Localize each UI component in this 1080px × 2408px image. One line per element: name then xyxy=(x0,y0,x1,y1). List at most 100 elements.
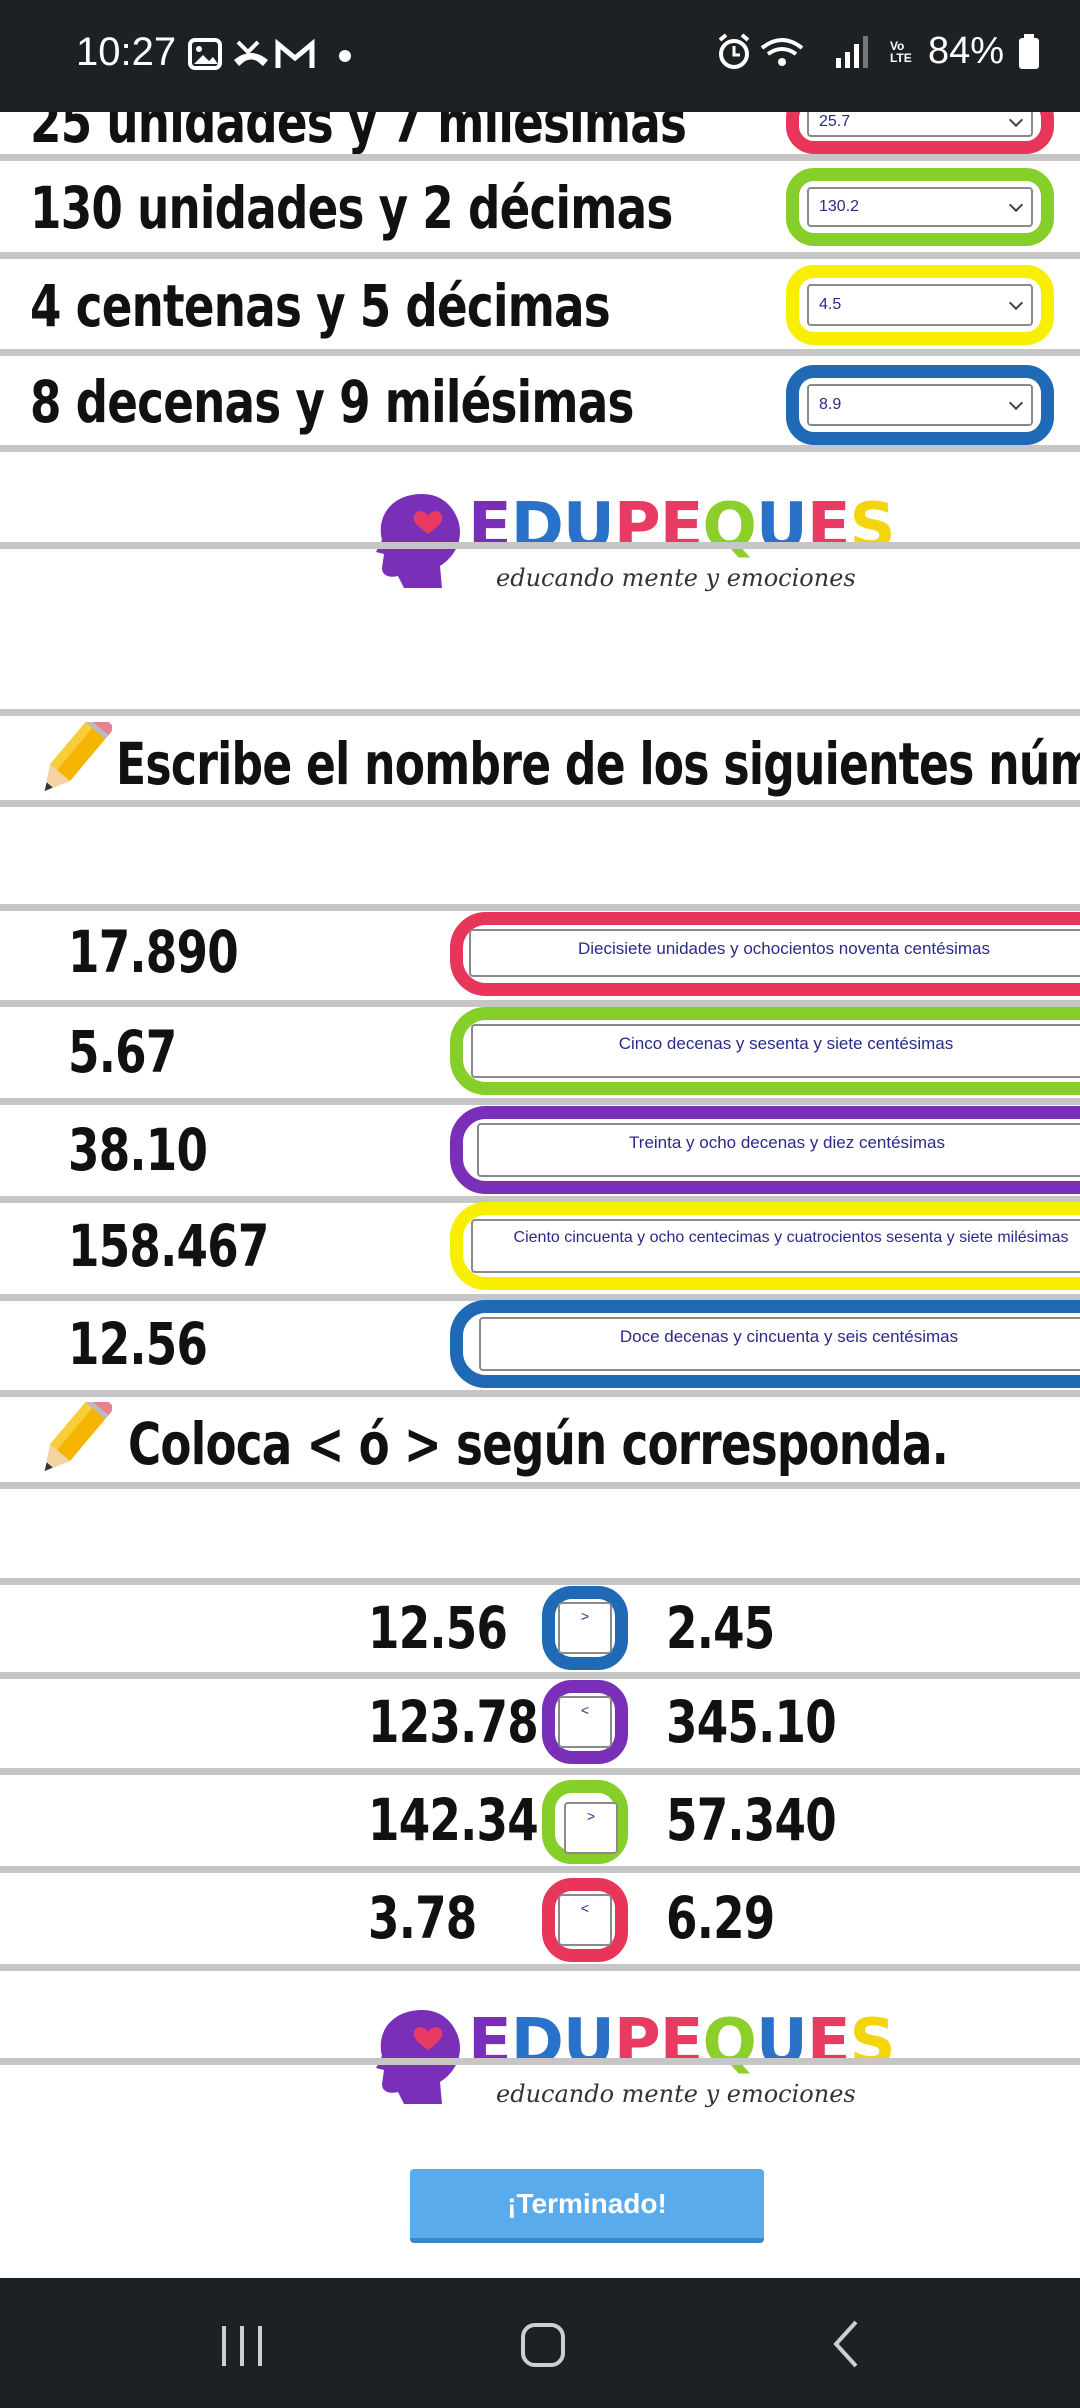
row-divider xyxy=(0,904,1080,911)
logo-letter: Q xyxy=(702,2006,756,2080)
recent-apps-icon[interactable] xyxy=(218,2320,266,2370)
gmail-icon xyxy=(275,38,315,68)
answer-select[interactable]: 130.2 xyxy=(807,187,1033,227)
row-divider xyxy=(0,252,1080,259)
status-time: 10:27 xyxy=(76,30,177,74)
answer-select[interactable]: 4.5 xyxy=(807,284,1033,326)
number-label: 17.890 xyxy=(68,918,239,986)
compare-select[interactable]: > xyxy=(564,1802,618,1854)
logo-letter: U xyxy=(755,2006,808,2080)
description-text: 4 centenas y 5 décimas xyxy=(30,272,611,340)
logo-letter: S xyxy=(849,490,896,564)
compare-frame-3: > xyxy=(542,1780,628,1864)
select-frame-2: 130.2 xyxy=(786,168,1054,246)
edupeques-logo: EDUPEQUES educando mente y emociones xyxy=(372,2006,896,2126)
answer-frame-2: Cinco decenas y sesenta y siete centésim… xyxy=(450,1007,1080,1095)
done-button[interactable]: ¡Terminado! xyxy=(410,2169,764,2243)
row-divider xyxy=(0,1768,1080,1775)
answer-frame-4: Ciento cincuenta y ocho centecimas y cua… xyxy=(450,1202,1080,1290)
row-divider xyxy=(0,709,1080,716)
row-divider xyxy=(0,445,1080,452)
answer-select[interactable]: 8.9 xyxy=(807,384,1033,426)
answer-input[interactable]: Cinco decenas y sesenta y siete centésim… xyxy=(471,1024,1080,1078)
logo-letter: P xyxy=(613,490,661,564)
number-label: 158.467 xyxy=(68,1212,269,1280)
row-divider xyxy=(0,1964,1080,1971)
compare-left: 3.78 xyxy=(368,1884,477,1952)
chevron-down-icon xyxy=(1008,112,1024,128)
row-divider xyxy=(0,1294,1080,1301)
row-divider xyxy=(0,1578,1080,1585)
number-label: 12.56 xyxy=(68,1310,208,1378)
logo-letter: U xyxy=(755,490,808,564)
compare-right: 2.45 xyxy=(666,1594,775,1662)
head-heart-icon xyxy=(376,494,460,588)
chevron-down-icon xyxy=(1008,295,1024,311)
compare-right: 57.340 xyxy=(666,1786,837,1854)
answer-select[interactable]: 25.7 xyxy=(807,112,1033,137)
answer-input[interactable]: Doce decenas y cincuenta y seis centésim… xyxy=(479,1317,1080,1371)
row-divider xyxy=(0,1482,1080,1489)
row-divider xyxy=(0,542,1080,549)
answer-input[interactable]: Diecisiete unidades y ochocientos novent… xyxy=(469,929,1080,977)
compare-select[interactable]: < xyxy=(558,1696,612,1748)
battery-icon xyxy=(1019,33,1039,69)
answer-input[interactable]: Treinta y ocho decenas y diez centésimas xyxy=(477,1123,1080,1177)
logo-letter: E xyxy=(806,2006,851,2080)
navigation-bar xyxy=(0,2278,1080,2408)
description-text: 130 unidades y 2 décimas xyxy=(30,174,673,242)
back-icon[interactable] xyxy=(826,2316,866,2372)
logo-letter: E xyxy=(659,490,704,564)
compare-frame-2: < xyxy=(542,1680,628,1764)
number-label: 5.67 xyxy=(68,1018,177,1086)
description-text: 8 decenas y 9 milésimas xyxy=(30,368,634,436)
answer-frame-1: Diecisiete unidades y ochocientos novent… xyxy=(450,912,1080,996)
status-right-icons: Vo LTE 84% xyxy=(716,30,1040,73)
select-frame-3: 4.5 xyxy=(786,265,1054,345)
battery-percent: 84% xyxy=(927,30,1004,72)
answer-frame-3: Treinta y ocho decenas y diez centésimas xyxy=(450,1106,1080,1194)
logo-wordmark: EDUPEQUES xyxy=(468,2006,896,2080)
home-icon[interactable] xyxy=(518,2320,568,2370)
notification-icons xyxy=(188,36,358,81)
number-label: 38.10 xyxy=(68,1116,208,1184)
row-divider xyxy=(0,1672,1080,1679)
logo-letter: U xyxy=(562,2006,615,2080)
logo-letter: D xyxy=(510,2006,564,2080)
logo-wordmark: EDUPEQUES xyxy=(468,490,896,564)
compare-frame-4: < xyxy=(542,1878,628,1962)
select-frame-1: 25.7 xyxy=(786,112,1054,154)
description-text: 25 unidades y 7 milésimas xyxy=(30,112,687,156)
row-divider xyxy=(0,2058,1080,2065)
edupeques-logo: EDUPEQUES educando mente y emociones xyxy=(372,490,896,610)
row-divider xyxy=(0,800,1080,807)
logo-tagline: educando mente y emociones xyxy=(496,2080,856,2108)
logo-letter: E xyxy=(468,490,512,564)
logo-tagline: educando mente y emociones xyxy=(496,564,856,592)
worksheet-page[interactable]: 25 unidades y 7 milésimas 25.7 130 unida… xyxy=(0,112,1080,2278)
select-frame-4: 8.9 xyxy=(786,365,1054,445)
answer-input[interactable]: Ciento cincuenta y ocho centecimas y cua… xyxy=(471,1219,1080,1273)
compare-select[interactable]: < xyxy=(558,1894,612,1946)
compare-right: 345.10 xyxy=(666,1688,837,1756)
compare-left: 123.78 xyxy=(368,1688,539,1756)
row-divider xyxy=(0,1000,1080,1007)
section-heading: Coloca < ó > según corresponda. xyxy=(128,1410,949,1478)
compare-select[interactable]: > xyxy=(558,1602,612,1654)
pencil-icon xyxy=(44,1402,112,1472)
signal-icon xyxy=(835,35,868,68)
wifi-icon xyxy=(760,37,804,66)
network-label: Vo LTE xyxy=(889,38,912,65)
chevron-down-icon xyxy=(1008,395,1024,411)
pencil-icon xyxy=(44,722,112,792)
chevron-down-icon xyxy=(1008,197,1024,213)
logo-letter: E xyxy=(468,2006,512,2080)
row-divider xyxy=(0,1196,1080,1203)
logo-letter: P xyxy=(613,2006,661,2080)
row-divider xyxy=(0,1866,1080,1873)
alarm-icon xyxy=(718,32,750,69)
row-divider xyxy=(0,1390,1080,1397)
row-divider xyxy=(0,349,1080,356)
row-divider xyxy=(0,1098,1080,1105)
logo-letter: Q xyxy=(702,490,756,564)
